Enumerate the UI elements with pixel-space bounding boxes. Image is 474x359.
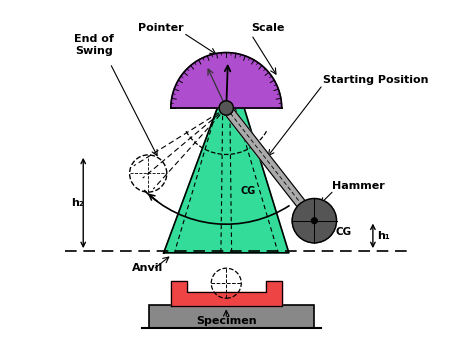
Polygon shape [171, 52, 282, 108]
Polygon shape [222, 105, 318, 224]
Text: End of
Swing: End of Swing [74, 34, 114, 56]
Text: Starting Position: Starting Position [323, 75, 428, 85]
Text: Anvil: Anvil [132, 263, 163, 273]
Bar [149, 305, 314, 328]
Text: Specimen: Specimen [196, 316, 256, 326]
Circle shape [219, 101, 233, 115]
Text: h₁: h₁ [377, 231, 390, 241]
Circle shape [292, 199, 337, 243]
Text: Hammer: Hammer [332, 181, 385, 191]
Polygon shape [171, 281, 282, 307]
Text: h₂: h₂ [72, 198, 84, 208]
Text: CG: CG [336, 227, 352, 237]
Text: Scale: Scale [251, 23, 285, 33]
Text: Pointer: Pointer [138, 23, 183, 33]
Circle shape [311, 218, 317, 224]
Polygon shape [164, 108, 289, 253]
Text: CG: CG [241, 186, 256, 196]
